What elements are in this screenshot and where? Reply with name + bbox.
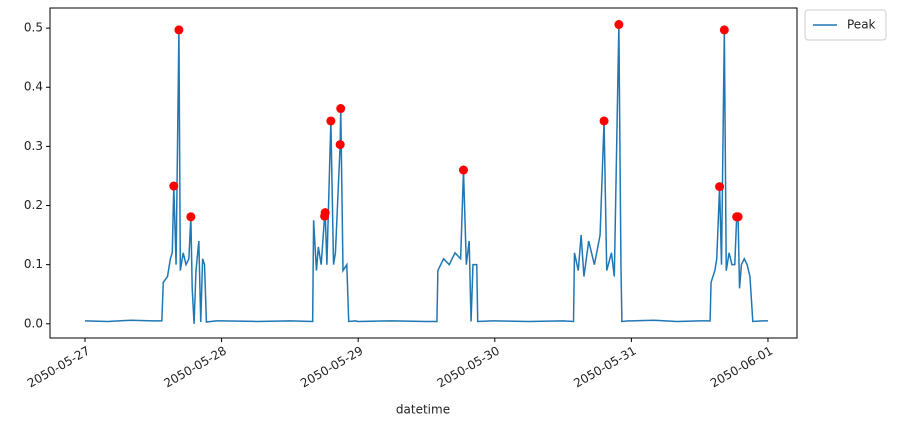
- x-axis-label: datetime: [396, 403, 450, 417]
- y-tick-label: 0.0: [24, 316, 43, 330]
- y-tick-label: 0.5: [24, 21, 43, 35]
- y-tick-label: 0.3: [24, 139, 43, 153]
- legend-box: [804, 9, 887, 41]
- peak-marker: [715, 182, 725, 192]
- x-tick-label: 2050-05-31: [571, 344, 638, 391]
- peak-marker: [169, 181, 179, 191]
- y-tick-label: 0.2: [24, 198, 43, 212]
- peak-marker: [326, 116, 336, 126]
- peak-marker: [599, 116, 609, 126]
- legend-label: Peak: [847, 18, 876, 32]
- peak-marker: [733, 212, 743, 222]
- peak-marker: [458, 165, 468, 175]
- peak-marker: [614, 20, 624, 30]
- peak-marker: [336, 104, 346, 114]
- x-tick-label: 2050-05-30: [435, 344, 502, 391]
- x-tick-label: 2050-05-27: [25, 344, 92, 391]
- peak-marker: [335, 140, 345, 150]
- peak-marker: [174, 25, 184, 35]
- plot-frame: [49, 7, 798, 339]
- x-tick-label: 2050-06-01: [708, 344, 775, 391]
- data-line: [84, 24, 768, 324]
- y-tick-label: 0.4: [24, 80, 43, 94]
- x-tick-label: 2050-05-28: [161, 344, 228, 391]
- legend: Peak: [804, 9, 887, 41]
- peak-marker: [186, 212, 196, 222]
- peak-marker: [320, 208, 330, 218]
- peak-marker: [719, 25, 729, 35]
- x-tick-label: 2050-05-29: [298, 344, 365, 391]
- y-tick-label: 0.1: [24, 257, 43, 271]
